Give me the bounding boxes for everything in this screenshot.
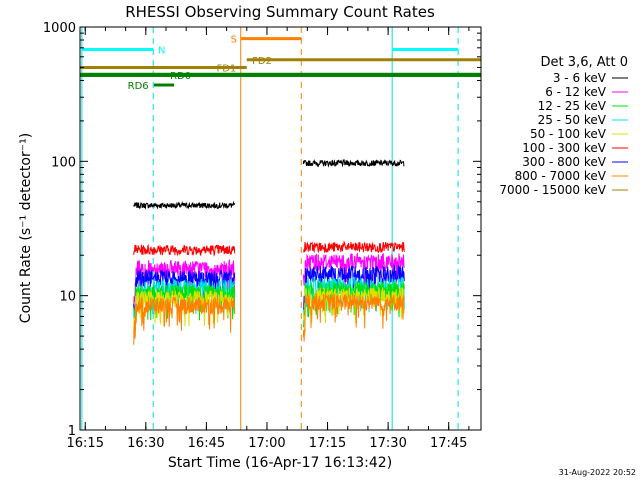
series-6-12-kev-segment-2 bbox=[302, 252, 405, 288]
chart-title: RHESSI Observing Summary Count Rates bbox=[125, 3, 435, 21]
series-100-300-kev-segment-1 bbox=[133, 243, 236, 257]
vertical-marker-layer bbox=[81, 27, 459, 430]
flag-label-rd6: RD6 bbox=[128, 81, 149, 92]
x-tick-label-1700: 17:00 bbox=[248, 436, 285, 451]
timestamp: 31-Aug-2022 20:52 bbox=[559, 468, 636, 477]
legend-title: Det 3,6, Att 0 bbox=[541, 55, 628, 70]
tick-layer: 16:15 16:30 16:45 17:00 17:15 17:30 17:45 1 10 10… bbox=[43, 21, 481, 451]
series-100-300-kev-segment-2 bbox=[303, 240, 405, 254]
y-tick-label-10: 10 bbox=[59, 290, 76, 305]
y-tick-label-1000: 1000 bbox=[43, 21, 76, 36]
plot-frame bbox=[79, 26, 482, 431]
x-tick-label-1645: 16:45 bbox=[188, 436, 225, 451]
flag-label-s: S bbox=[231, 35, 237, 46]
legend-label-8: 800 - 7000 keV bbox=[515, 169, 607, 183]
legend-label-5: 50 - 100 keV bbox=[530, 127, 607, 141]
y-tick-label-1: 1 bbox=[68, 424, 76, 439]
x-tick-label-1715: 17:15 bbox=[309, 436, 346, 451]
legend-label-7: 300 - 800 keV bbox=[522, 155, 606, 169]
y-axis-label: Count Rate (s⁻¹ detector⁻¹) bbox=[18, 133, 34, 323]
series-3-6-kev-segment-2 bbox=[302, 158, 405, 168]
x-tick-label-1630: 16:30 bbox=[127, 436, 164, 451]
series-300-800-kev-segment-1 bbox=[133, 269, 236, 313]
flag-label-fd2: FD2 bbox=[252, 56, 272, 67]
y-tick-label-100: 100 bbox=[51, 155, 76, 170]
x-tick-label-1615: 16:15 bbox=[67, 436, 104, 451]
flag-label-n: N bbox=[158, 45, 165, 56]
legend-label-6: 100 - 300 keV bbox=[522, 141, 606, 155]
x-axis-label: Start Time (16-Apr-17 16:13:42) bbox=[168, 455, 392, 471]
legend-label-3: 12 - 25 keV bbox=[538, 99, 607, 113]
x-tick-label-1730: 17:30 bbox=[369, 436, 406, 451]
series-800-7000-kev-segment-2 bbox=[302, 293, 405, 342]
flag-label-fd1: FD1 bbox=[216, 63, 236, 74]
series-3-6-kev-segment-1 bbox=[133, 200, 236, 210]
legend-label-1: 3 - 6 keV bbox=[553, 71, 607, 85]
flag-bar-layer: NSFD1FD2RD6RD0 bbox=[80, 35, 481, 92]
x-tick-label-1745: 17:45 bbox=[430, 436, 467, 451]
legend-label-4: 25 - 50 keV bbox=[538, 113, 607, 127]
series-layer bbox=[133, 158, 405, 345]
series-300-800-kev-segment-2 bbox=[302, 264, 405, 310]
series-50-100-kev-segment-1 bbox=[133, 289, 236, 334]
legend-label-2: 6 - 12 keV bbox=[545, 85, 607, 99]
legend-label-9: 7000 - 15000 keV bbox=[499, 183, 606, 197]
series-800-7000-kev-segment-1 bbox=[133, 296, 236, 345]
